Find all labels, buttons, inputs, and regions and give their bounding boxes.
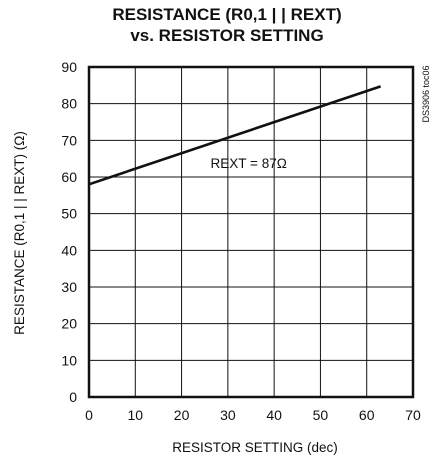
y-tick-label-60: 60 <box>61 169 77 185</box>
x-tick-label-30: 30 <box>220 407 236 423</box>
x-tick-label-0: 0 <box>85 407 93 423</box>
y-tick-label-50: 50 <box>61 206 77 222</box>
x-tick-label-50: 50 <box>313 407 329 423</box>
x-tick-label-20: 20 <box>174 407 190 423</box>
x-tick-label-70: 70 <box>405 407 421 423</box>
figure-code: DS3906 toc06 <box>421 65 431 122</box>
x-tick-label-40: 40 <box>266 407 282 423</box>
y-tick-label-40: 40 <box>61 242 77 258</box>
y-tick-label-90: 90 <box>61 59 77 75</box>
x-tick-label-10: 10 <box>127 407 143 423</box>
chart-title-line1: RESISTANCE (R0,1 | | REXT) <box>112 5 341 24</box>
y-axis-label: RESISTANCE (R0,1 | | REXT) (Ω) <box>12 131 27 335</box>
rext-annotation: REXT = 87Ω <box>211 156 287 171</box>
y-tick-label-20: 20 <box>61 316 77 332</box>
series-group <box>88 85 382 186</box>
y-tick-label-70: 70 <box>61 132 77 148</box>
x-tick-label-60: 60 <box>359 407 375 423</box>
y-tick-label-10: 10 <box>61 352 77 368</box>
x-tick-labels: 0 10 20 30 40 50 60 70 <box>85 407 421 423</box>
series-line-0 <box>88 85 382 186</box>
x-axis-label: RESISTOR SETTING (dec) <box>172 440 338 455</box>
chart-title-line2: vs. RESISTOR SETTING <box>130 26 323 45</box>
gridlines <box>88 66 414 398</box>
y-tick-label-30: 30 <box>61 279 77 295</box>
plot-frame <box>87 65 415 399</box>
y-tick-labels: 0 10 20 30 40 50 60 70 80 90 <box>61 59 77 405</box>
y-tick-label-80: 80 <box>61 96 77 112</box>
y-tick-label-0: 0 <box>69 389 77 405</box>
